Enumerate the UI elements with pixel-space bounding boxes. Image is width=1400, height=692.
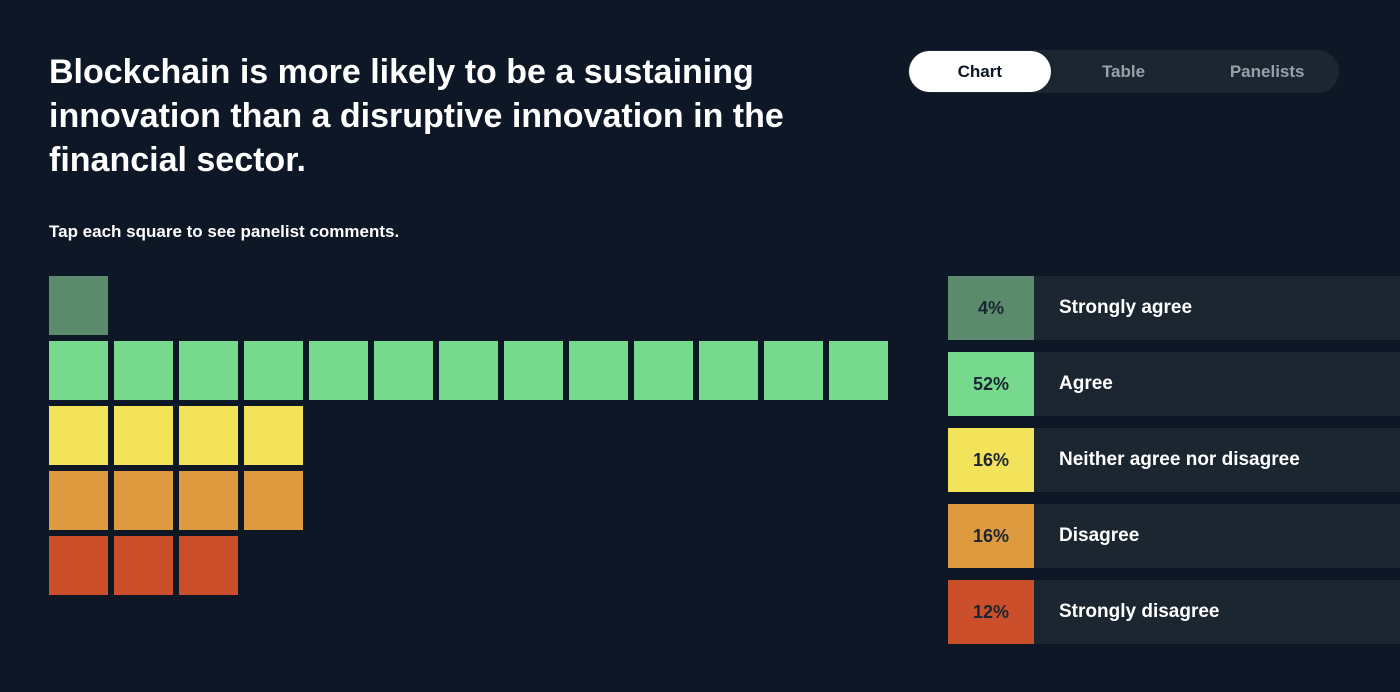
waffle-square-agree[interactable] [634, 341, 693, 400]
waffle-square-strongly-agree[interactable] [49, 276, 108, 335]
waffle-square-disagree[interactable] [179, 471, 238, 530]
waffle-square-agree[interactable] [829, 341, 888, 400]
legend-percent: 16% [948, 428, 1034, 492]
legend-percent: 52% [948, 352, 1034, 416]
legend-percent: 4% [948, 276, 1034, 340]
legend-item-strongly-disagree[interactable]: 12% Strongly disagree [948, 580, 1400, 644]
waffle-square-agree[interactable] [374, 341, 433, 400]
waffle-square-agree[interactable] [764, 341, 823, 400]
waffle-square-neither-agree-nor-disagree[interactable] [244, 406, 303, 465]
legend-label: Neither agree nor disagree [1059, 449, 1300, 470]
waffle-square-agree[interactable] [179, 341, 238, 400]
waffle-row-agree [49, 341, 894, 400]
waffle-square-neither-agree-nor-disagree[interactable] [179, 406, 238, 465]
legend-percent: 16% [948, 504, 1034, 568]
tab-chart[interactable]: Chart [909, 51, 1051, 92]
waffle-square-agree[interactable] [309, 341, 368, 400]
waffle-square-agree[interactable] [504, 341, 563, 400]
question-title: Blockchain is more likely to be a sustai… [49, 53, 784, 179]
waffle-row-strongly-agree [49, 276, 114, 335]
legend-label: Strongly agree [1059, 297, 1193, 318]
legend-item-strongly-agree[interactable]: 4% Strongly agree [948, 276, 1400, 340]
waffle-square-strongly-disagree[interactable] [179, 536, 238, 595]
waffle-row-neither-agree-nor-disagree [49, 406, 309, 465]
chart-instruction: Tap each square to see panelist comments… [49, 222, 400, 241]
legend-percent: 12% [948, 580, 1034, 644]
waffle-square-neither-agree-nor-disagree[interactable] [114, 406, 173, 465]
legend-item-disagree[interactable]: 16% Disagree [948, 504, 1400, 568]
waffle-square-disagree[interactable] [49, 471, 108, 530]
waffle-square-disagree[interactable] [114, 471, 173, 530]
legend-label: Disagree [1059, 525, 1140, 546]
waffle-chart [49, 276, 894, 596]
legend-label: Agree [1059, 373, 1113, 394]
waffle-square-agree[interactable] [114, 341, 173, 400]
waffle-square-agree[interactable] [699, 341, 758, 400]
waffle-square-strongly-disagree[interactable] [49, 536, 108, 595]
waffle-square-agree[interactable] [569, 341, 628, 400]
waffle-square-strongly-disagree[interactable] [114, 536, 173, 595]
tab-panelists[interactable]: Panelists [1229, 61, 1305, 81]
waffle-square-neither-agree-nor-disagree[interactable] [49, 406, 108, 465]
legend-label: Strongly disagree [1059, 601, 1220, 622]
waffle-row-strongly-disagree [49, 536, 244, 595]
tab-table[interactable]: Table [1101, 61, 1146, 81]
legend-item-agree[interactable]: 52% Agree [948, 352, 1400, 416]
waffle-square-agree[interactable] [49, 341, 108, 400]
waffle-square-disagree[interactable] [244, 471, 303, 530]
waffle-row-disagree [49, 471, 309, 530]
view-tabs: Chart Table Panelists [908, 50, 1339, 93]
waffle-square-agree[interactable] [244, 341, 303, 400]
legend-item-neither-agree-nor-disagree[interactable]: 16% Neither agree nor disagree [948, 428, 1400, 492]
waffle-square-agree[interactable] [439, 341, 498, 400]
